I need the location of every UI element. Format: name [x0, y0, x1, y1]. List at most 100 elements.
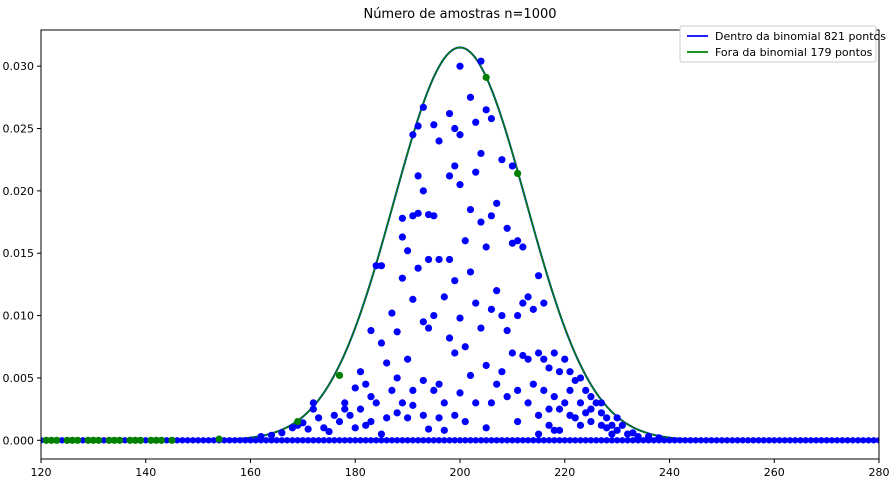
baseline-point [163, 437, 170, 444]
point-inside [388, 309, 396, 317]
point-inside [571, 414, 579, 422]
point-inside [597, 409, 606, 417]
baseline-point [467, 437, 474, 444]
baseline-point [865, 437, 872, 444]
point-inside [335, 417, 344, 426]
baseline-point [535, 437, 542, 444]
legend-box [679, 25, 877, 63]
point-inside [466, 268, 475, 276]
x-tick-label: 200 [450, 466, 471, 479]
point-inside [576, 374, 585, 382]
point-inside [451, 124, 459, 133]
point-inside [414, 122, 422, 130]
point-inside [540, 299, 548, 307]
point-inside [424, 255, 433, 264]
point-inside [393, 328, 401, 336]
baseline-point [503, 437, 511, 444]
baseline-point [828, 437, 836, 444]
point-outside [42, 436, 50, 444]
baseline-point [477, 437, 485, 444]
baseline-point [142, 437, 149, 444]
point-inside [503, 326, 511, 335]
point-inside [555, 368, 564, 376]
point-inside [341, 399, 349, 407]
baseline-point [760, 437, 767, 444]
point-inside [440, 399, 448, 407]
point-inside [498, 311, 506, 320]
point-inside [566, 368, 574, 376]
baseline-point [781, 437, 788, 444]
point-inside [393, 374, 401, 382]
point-inside [534, 430, 543, 438]
point-inside [613, 426, 621, 434]
point-outside [168, 436, 176, 444]
point-inside [534, 349, 543, 357]
point-inside [451, 277, 459, 285]
point-inside [367, 393, 375, 401]
baseline-point [315, 437, 322, 444]
point-inside [362, 421, 370, 429]
point-inside [435, 380, 443, 388]
point-inside [362, 380, 370, 388]
baseline-point [687, 437, 694, 444]
point-inside [582, 386, 590, 395]
point-inside [257, 432, 265, 441]
point-inside [524, 355, 532, 363]
baseline-point [456, 437, 464, 444]
point-inside [424, 324, 433, 332]
point-outside [115, 436, 124, 444]
baseline-point [812, 437, 820, 444]
point-inside [519, 299, 527, 307]
baseline-point [336, 437, 343, 444]
point-outside [294, 417, 302, 426]
point-inside [367, 417, 375, 426]
point-inside [435, 137, 443, 145]
baseline-point [420, 437, 427, 444]
point-inside [587, 405, 595, 413]
point-inside [419, 411, 427, 419]
point-inside [566, 386, 574, 395]
baseline-point [441, 437, 448, 444]
point-inside [524, 399, 532, 407]
baseline-point [697, 437, 705, 444]
baseline-point [676, 437, 684, 444]
baseline-point [870, 437, 877, 444]
point-inside [472, 168, 480, 176]
point-inside [309, 399, 317, 407]
x-tick-label: 180 [345, 466, 366, 479]
baseline-point [346, 437, 354, 444]
baseline-point [514, 437, 521, 444]
baseline-point [310, 437, 317, 444]
point-inside [445, 109, 454, 118]
baseline-point [797, 437, 804, 444]
point-inside [440, 293, 448, 301]
point-inside [388, 386, 396, 395]
baseline-point [671, 437, 678, 444]
point-inside [498, 368, 506, 376]
point-inside [477, 324, 485, 332]
point-inside [529, 305, 537, 313]
point-inside [487, 399, 496, 407]
point-inside [445, 334, 454, 342]
point-inside [409, 386, 417, 395]
point-inside [555, 426, 564, 434]
point-inside [351, 384, 359, 392]
point-inside [409, 401, 417, 409]
point-inside [435, 414, 443, 422]
baseline-point [603, 437, 610, 444]
x-tick-label: 120 [31, 466, 52, 479]
baseline-point [640, 437, 647, 444]
baseline-point [739, 437, 747, 444]
baseline-point [598, 437, 605, 444]
baseline-point [247, 437, 254, 444]
point-inside [461, 417, 469, 426]
y-tick-label: 0.020 [3, 185, 35, 198]
point-inside [587, 417, 595, 426]
point-outside [53, 436, 61, 444]
baseline-point [792, 437, 799, 444]
point-inside [320, 424, 328, 432]
baseline-point [734, 437, 741, 444]
baseline-point [425, 437, 432, 444]
baseline-point [414, 437, 422, 444]
point-inside [440, 426, 448, 434]
